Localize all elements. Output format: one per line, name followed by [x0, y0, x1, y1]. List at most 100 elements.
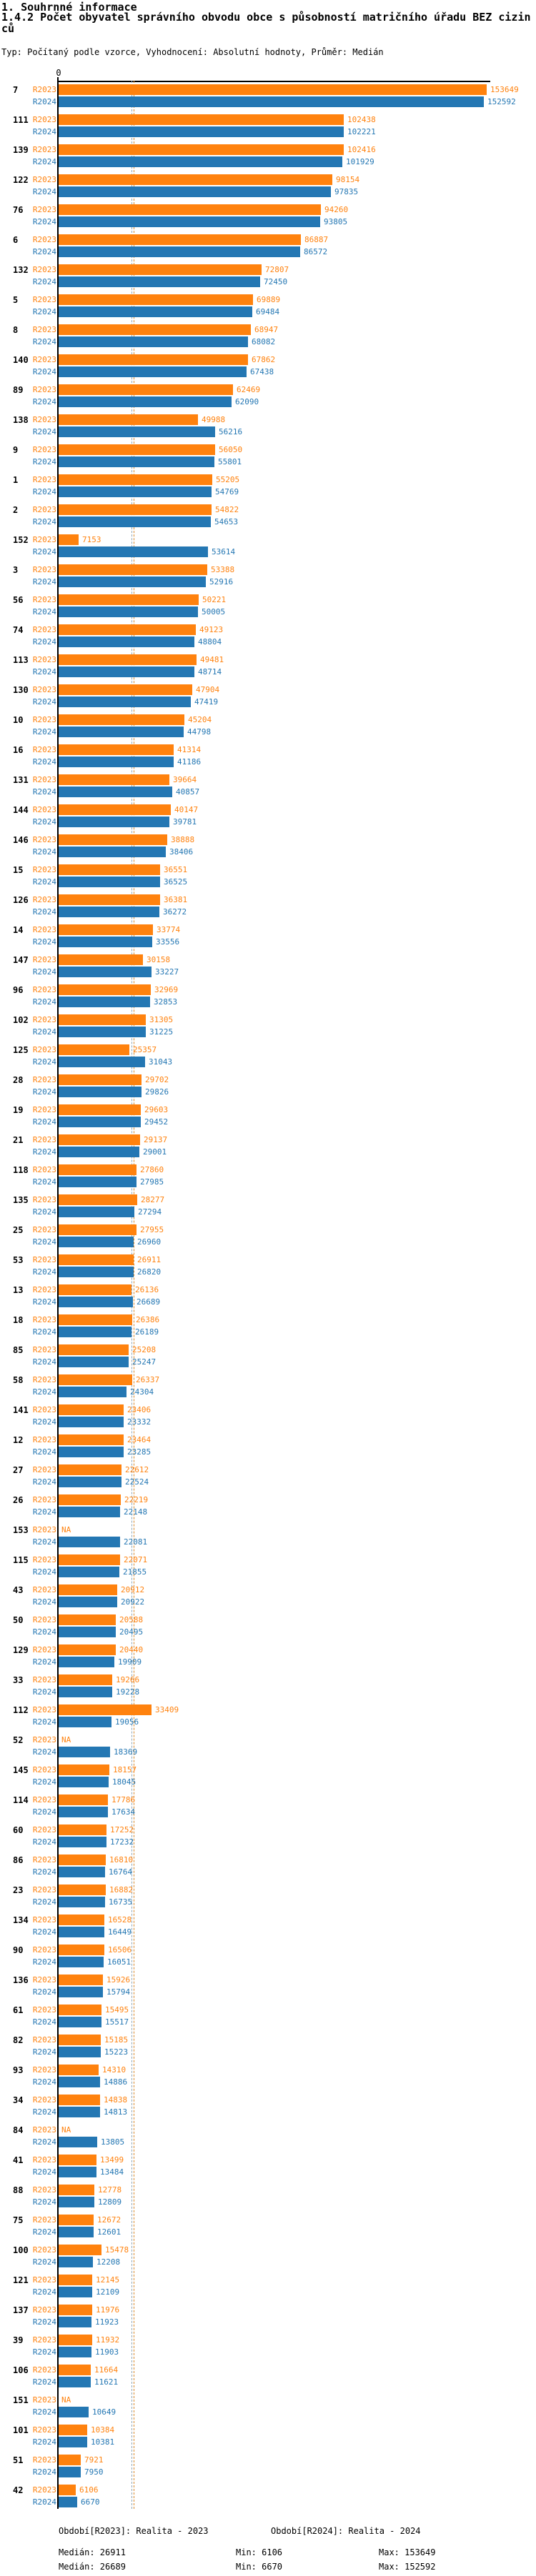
- bar-r2023: [59, 1794, 108, 1805]
- series-label-r2023: R2023: [32, 1525, 56, 1534]
- bar-value-label-r2024: 6670: [81, 2497, 100, 2507]
- category-label: 2: [13, 505, 19, 515]
- bar-r2023: [59, 114, 344, 125]
- bar-r2024: [59, 2227, 94, 2237]
- bar-r2024: [59, 1267, 134, 1277]
- series-label-r2024: R2024: [32, 2467, 56, 2477]
- bar-value-label-r2024: 38406: [169, 847, 194, 857]
- bar-r2024: [59, 997, 150, 1007]
- bar-r2024: [59, 1657, 114, 1667]
- bar-value-label-r2024: 12208: [96, 2257, 121, 2267]
- bar-r2024: [59, 1327, 131, 1337]
- bar-value-label-r2024: 14886: [104, 2077, 128, 2087]
- series-label-r2023: R2023: [32, 2275, 56, 2285]
- bar-value-label-r2023: 72807: [265, 265, 289, 274]
- bar-r2023: [59, 2485, 76, 2495]
- bar-value-label-r2024: 54653: [214, 517, 239, 526]
- bar-r2024: [59, 2437, 87, 2447]
- bar-r2023: [59, 804, 171, 815]
- series-label-r2024: R2024: [32, 1687, 56, 1697]
- series-label-r2024: R2024: [32, 157, 56, 166]
- bar-r2023: [59, 714, 184, 725]
- bar-value-label-r2024: 18369: [114, 1747, 138, 1757]
- bar-value-label-r2023: 40147: [174, 805, 199, 814]
- series-label-r2023: R2023: [32, 2095, 56, 2105]
- bar-value-label-r2023: 23464: [127, 1435, 152, 1444]
- series-label-r2023: R2023: [32, 715, 56, 724]
- bar-r2023: [59, 444, 215, 455]
- series-label-r2023: R2023: [32, 985, 56, 994]
- series-label-r2023: R2023: [32, 2065, 56, 2075]
- series-label-r2024: R2024: [32, 967, 56, 977]
- series-label-r2023: R2023: [32, 475, 56, 484]
- bar-value-label-r2024: 48804: [198, 637, 222, 647]
- category-label: 153: [13, 1525, 29, 1535]
- bar-r2024: [59, 1597, 117, 1607]
- bar-r2023: [59, 594, 199, 605]
- bar-r2024: [59, 576, 206, 587]
- bar-r2024: [59, 516, 211, 527]
- bar-r2024: [59, 817, 169, 827]
- series-label-r2024: R2024: [32, 1897, 56, 1907]
- bar-r2023: [59, 654, 197, 665]
- category-label: 42: [13, 2485, 24, 2495]
- bar-value-label-r2023: 29603: [144, 1105, 169, 1114]
- bar-value-label-r2024: 29001: [143, 1147, 167, 1157]
- category-label: 8: [13, 325, 19, 335]
- category-label: 26: [13, 1495, 24, 1505]
- category-label: 114: [13, 1795, 29, 1805]
- series-label-r2023: R2023: [32, 1765, 56, 1774]
- category-label: 18: [13, 1315, 24, 1325]
- bar-value-label-r2023: 27955: [140, 1225, 164, 1234]
- bar-r2023: [59, 954, 143, 965]
- category-label: 113: [13, 655, 29, 665]
- series-label-r2024: R2024: [32, 2407, 56, 2417]
- bar-r2024: [59, 2047, 101, 2057]
- series-label-r2024: R2024: [32, 1837, 56, 1847]
- bar-value-label-r2024: 47419: [194, 697, 219, 707]
- bar-r2024: [59, 426, 215, 437]
- series-label-r2024: R2024: [32, 2077, 56, 2087]
- series-label-r2023: R2023: [32, 2365, 56, 2375]
- bar-value-label-r2023: 23406: [127, 1405, 152, 1414]
- bar-r2023: [59, 2335, 92, 2345]
- bar-r2023: [59, 1674, 112, 1685]
- series-label-r2024: R2024: [32, 637, 56, 647]
- bar-r2023: [59, 774, 169, 785]
- bar-r2024: [59, 456, 214, 467]
- bar-value-label-r2023: 22071: [124, 1555, 148, 1564]
- bar-r2024: [59, 2287, 92, 2297]
- bar-r2023: [59, 1824, 106, 1835]
- bar-value-label-r2023: 30158: [147, 955, 171, 964]
- bar-value-label-r2023: 15926: [106, 1975, 131, 1985]
- bar-value-label-r2023: 11932: [96, 2335, 120, 2345]
- category-label: 34: [13, 2095, 24, 2105]
- chart-subtitle: 1.4.2 Počet obyvatel správního obvodu ob…: [1, 11, 531, 35]
- series-label-r2024: R2024: [32, 2497, 56, 2507]
- category-label: 145: [13, 1765, 29, 1775]
- series-label-r2023: R2023: [32, 205, 56, 214]
- bar-value-label-r2023: 20440: [119, 1645, 144, 1654]
- bar-r2023: [59, 834, 167, 845]
- bar-r2023: [59, 2155, 96, 2165]
- series-label-r2023: R2023: [32, 1555, 56, 1564]
- bar-value-label-r2023: 15495: [105, 2005, 129, 2015]
- series-label-r2024: R2024: [32, 607, 56, 616]
- bar-r2023: [59, 354, 248, 365]
- series-label-r2023: R2023: [32, 2395, 56, 2405]
- category-label: 5: [13, 295, 19, 305]
- bar-r2024: [59, 1177, 137, 1187]
- series-label-r2023: R2023: [32, 1705, 56, 1714]
- bar-r2024: [59, 606, 198, 617]
- bar-value-label-r2024: 68082: [252, 337, 276, 346]
- bar-value-label-r2024: 13484: [100, 2167, 124, 2177]
- category-label: 52: [13, 1735, 24, 1745]
- bar-value-label-r2024: 101929: [346, 157, 374, 166]
- series-label-r2024: R2024: [32, 1717, 56, 1727]
- series-label-r2024: R2024: [32, 2047, 56, 2057]
- bar-value-label-r2024: 15223: [104, 2047, 129, 2057]
- bar-value-label-r2023: 20588: [119, 1615, 144, 1624]
- bar-value-label-r2023: 49988: [202, 415, 226, 424]
- series-label-r2023: R2023: [32, 1345, 56, 1354]
- bar-value-label-r2024: 62090: [235, 397, 259, 406]
